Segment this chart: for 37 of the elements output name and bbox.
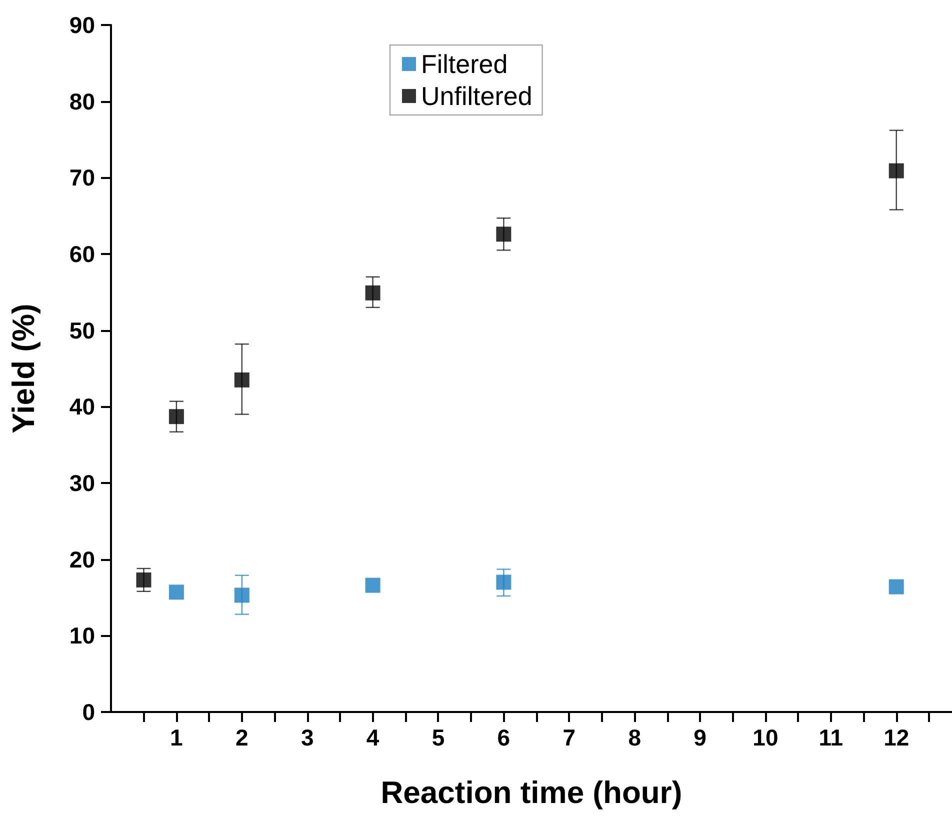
y-tick-label: 10 xyxy=(69,622,95,649)
point xyxy=(136,572,152,588)
point xyxy=(168,584,184,600)
x-tick-label: 6 xyxy=(497,724,510,750)
x-tick-label: 3 xyxy=(300,724,314,750)
point xyxy=(496,574,512,590)
point xyxy=(234,372,250,388)
x-tick-label: 10 xyxy=(752,724,778,750)
x-tick-label: 2 xyxy=(235,724,248,750)
y-tick-label: 80 xyxy=(69,88,95,114)
x-tick-label: 8 xyxy=(628,724,642,750)
x-tick-label: 11 xyxy=(818,724,844,750)
y-tick-label: 50 xyxy=(69,317,95,344)
point xyxy=(168,409,184,424)
y-axis-title: Yield (%) xyxy=(6,304,41,434)
y-tick-label: 60 xyxy=(69,241,95,267)
legend-label: Unfiltered xyxy=(421,81,532,111)
x-tick-label: 7 xyxy=(562,724,576,750)
x-tick-label: 4 xyxy=(366,724,380,750)
x-tick-label: 5 xyxy=(432,724,445,750)
point xyxy=(234,588,250,603)
legend-label: Filtered xyxy=(421,49,508,79)
y-tick-label: 70 xyxy=(69,164,95,191)
y-tick-label: 20 xyxy=(69,546,95,572)
x-axis-title: Reaction time (hour) xyxy=(380,775,682,810)
point xyxy=(365,285,380,300)
point xyxy=(888,579,904,594)
x-tick-label: 1 xyxy=(170,724,184,750)
y-tick-label: 90 xyxy=(69,12,95,38)
y-tick-label: 30 xyxy=(69,470,95,496)
y-tick-label: 0 xyxy=(82,699,95,725)
x-tick-label: 9 xyxy=(694,724,706,750)
y-tick-label: 40 xyxy=(69,394,95,420)
point xyxy=(888,163,904,178)
x-tick-label: 12 xyxy=(884,724,910,750)
point xyxy=(365,578,380,593)
point xyxy=(496,226,512,242)
